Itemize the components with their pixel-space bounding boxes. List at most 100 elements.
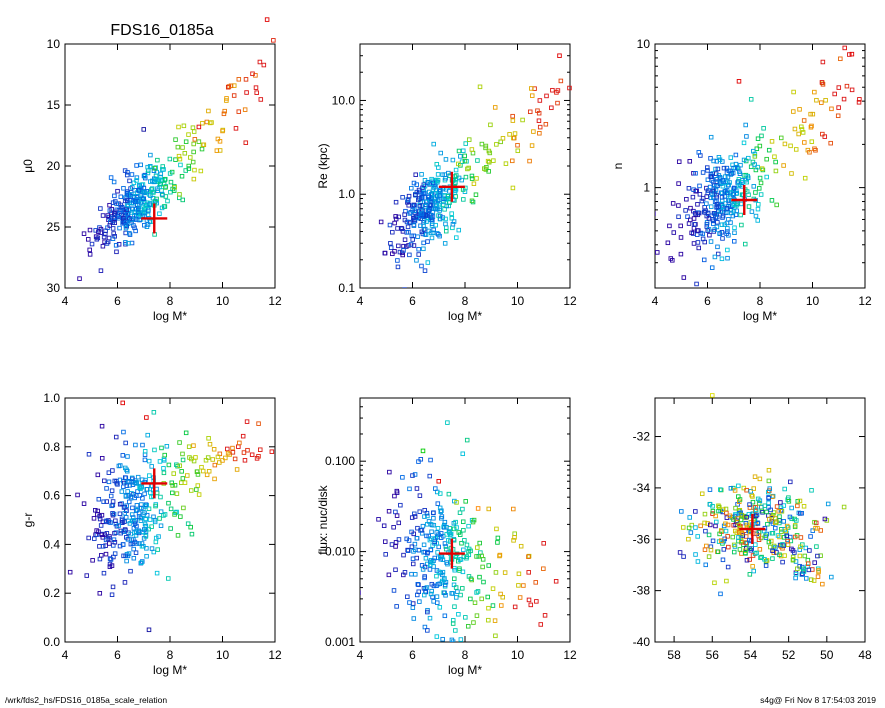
scatter-point [131,546,136,552]
scatter-point [95,508,100,514]
scatter-point [393,540,399,545]
scatter-point [757,476,763,482]
scatter-point [86,535,91,541]
scatter-point [725,564,731,570]
scatter-point [739,551,744,556]
plot-frame [654,43,866,289]
scatter-point [151,190,156,195]
scatter-point [127,178,132,184]
scatter-point [678,223,683,229]
scatter-point [720,215,725,220]
scatter-point [488,122,493,128]
scatter-point [416,459,421,464]
scatter-point [185,521,191,526]
scatter-point [537,131,542,136]
scatter-point [820,131,825,137]
scatter-point [180,457,186,463]
scatter-point [136,510,142,516]
scatter-point [801,566,806,572]
scatter-point [453,628,458,633]
scatter-point [137,217,142,223]
scatter-point [440,557,446,562]
scatter-point [794,518,799,523]
scatter-point [107,564,113,569]
scatter-point [419,172,424,177]
scatter-point [424,219,429,225]
scatter-point [683,208,688,213]
scatter-point [143,516,148,522]
scatter-point [168,179,174,185]
scatter-point [769,515,775,520]
scatter-point [777,552,782,558]
scatter-point [744,514,749,520]
scatter-point [193,455,198,460]
scatter-point [125,454,130,459]
scatter-point [512,131,518,136]
y-tick-label: 1 [643,181,650,195]
scatter-point [435,198,441,204]
scatter-point [688,205,693,211]
scatter-point [122,580,128,585]
scatter-point [788,479,793,485]
scatter-point [807,548,812,553]
scatter-point [435,534,440,540]
scatter-point [241,450,247,455]
scatter-point [422,268,428,273]
scatter-points [67,410,275,598]
scatter-point [427,615,433,621]
scatter-point [228,83,234,89]
scatter-point [152,179,157,184]
scatter-point [136,182,142,188]
scatter-point [406,229,411,235]
scatter-point [452,567,457,573]
scatter-point [753,190,758,195]
scatter-point [129,512,135,517]
scatter-point [722,189,727,194]
scatter-point [128,568,133,574]
scatter-point [100,243,106,249]
scatter-point [420,523,426,529]
scatter-point [677,550,683,555]
scatter-point [787,514,793,520]
scatter-point [718,487,723,492]
scatter-point [760,167,766,173]
scatter-point [129,217,134,223]
scatter-point [789,546,794,552]
scatter-point [87,227,93,233]
scatter-point [435,550,440,555]
scatter-point [769,531,775,536]
scatter-point [454,235,459,240]
scatter-point [438,554,443,560]
scatter-point [101,234,107,240]
scatter-point [145,164,150,170]
scatter-point [190,159,196,165]
scatter-point [829,106,834,112]
scatter-point [409,515,415,520]
scatter-point [425,239,430,244]
scatter-point [731,165,736,171]
scatter-point [491,158,496,163]
scatter-point [99,456,105,461]
scatter-point [360,590,361,595]
scatter-point [134,178,139,183]
scatter-point [431,516,436,521]
scatter-point [107,208,113,213]
scatter-point [720,236,725,241]
scatter-point [686,185,692,191]
scatter-point [835,113,841,119]
scatter-point [442,613,448,619]
scatter-point [414,258,419,263]
scatter-point [264,17,270,22]
scatter-point [449,637,455,642]
scatter-point [725,522,731,528]
scatter-point [180,451,185,457]
scatter-point [808,111,813,117]
scatter-point [420,448,426,454]
scatter-point [752,162,757,167]
y-tick-label: 0.6 [43,489,60,503]
scatter-point [257,59,263,65]
scatter-point [151,410,157,415]
scatter-point [382,539,388,544]
scatter-point [754,512,760,518]
scatter-point [802,140,807,145]
